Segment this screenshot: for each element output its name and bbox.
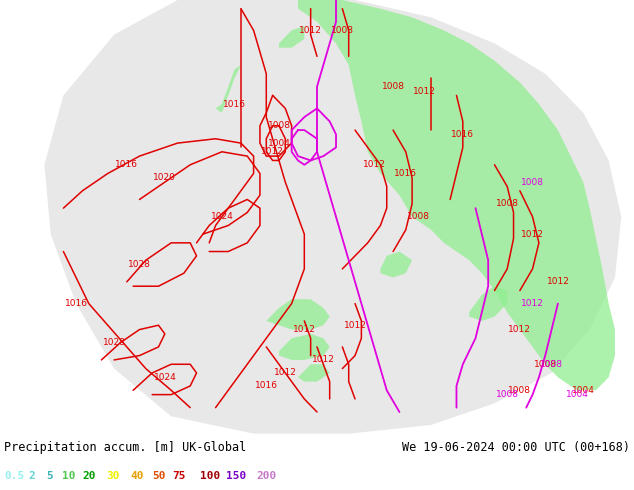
Text: 1008: 1008: [521, 178, 544, 187]
Text: 1008: 1008: [508, 386, 531, 395]
Text: 1004: 1004: [572, 386, 595, 395]
Text: Precipitation accum. [m] UK-Global: Precipitation accum. [m] UK-Global: [4, 441, 246, 454]
Text: 1012: 1012: [547, 277, 569, 286]
Text: 1008: 1008: [407, 212, 430, 221]
Text: 1004: 1004: [268, 139, 290, 147]
Text: 1024: 1024: [153, 373, 176, 382]
Polygon shape: [279, 26, 304, 48]
Text: 40: 40: [130, 471, 143, 481]
Text: 100: 100: [200, 471, 220, 481]
Text: 1008: 1008: [540, 360, 563, 369]
Text: 1020: 1020: [153, 173, 176, 182]
Text: 1012: 1012: [299, 26, 322, 35]
Polygon shape: [298, 364, 330, 382]
Text: 1008: 1008: [496, 390, 519, 399]
Text: 200: 200: [256, 471, 276, 481]
Text: 1008: 1008: [331, 26, 354, 35]
Text: 1012: 1012: [261, 147, 284, 156]
Text: 1016: 1016: [451, 130, 474, 139]
Text: We 19-06-2024 00:00 UTC (00+168): We 19-06-2024 00:00 UTC (00+168): [402, 441, 630, 454]
Text: 1012: 1012: [293, 325, 316, 334]
Text: 1008: 1008: [534, 360, 557, 369]
Text: 1012: 1012: [521, 299, 544, 308]
Text: 1008: 1008: [496, 199, 519, 208]
Text: 1016: 1016: [223, 99, 246, 109]
Text: 1016: 1016: [115, 160, 138, 169]
Text: 1028: 1028: [128, 260, 151, 269]
Text: 50: 50: [152, 471, 165, 481]
Text: 0.5: 0.5: [4, 471, 24, 481]
Text: 1004: 1004: [566, 390, 588, 399]
Text: 1016: 1016: [65, 299, 87, 308]
Text: 1012: 1012: [363, 160, 385, 169]
Polygon shape: [380, 251, 412, 277]
Text: 1012: 1012: [312, 355, 335, 365]
Polygon shape: [216, 65, 241, 113]
Text: 1008: 1008: [382, 82, 404, 91]
Text: 1012: 1012: [344, 321, 366, 330]
Text: 30: 30: [106, 471, 119, 481]
Text: 1012: 1012: [413, 87, 436, 96]
Text: 20: 20: [82, 471, 96, 481]
Polygon shape: [298, 0, 615, 390]
Polygon shape: [279, 334, 330, 360]
Text: 1024: 1024: [210, 212, 233, 221]
Text: 1016: 1016: [255, 381, 278, 391]
Text: 1012: 1012: [274, 368, 297, 377]
Text: 5: 5: [46, 471, 53, 481]
Polygon shape: [44, 0, 621, 434]
Text: 1016: 1016: [394, 169, 417, 178]
Text: 1012: 1012: [521, 230, 544, 239]
Text: 10: 10: [62, 471, 75, 481]
Polygon shape: [266, 299, 330, 330]
Text: 1028: 1028: [103, 338, 126, 347]
Text: 150: 150: [226, 471, 246, 481]
Text: 1012: 1012: [508, 325, 531, 334]
Text: 2: 2: [28, 471, 35, 481]
Polygon shape: [469, 286, 507, 321]
Text: 1008: 1008: [268, 121, 290, 130]
Text: 75: 75: [172, 471, 186, 481]
